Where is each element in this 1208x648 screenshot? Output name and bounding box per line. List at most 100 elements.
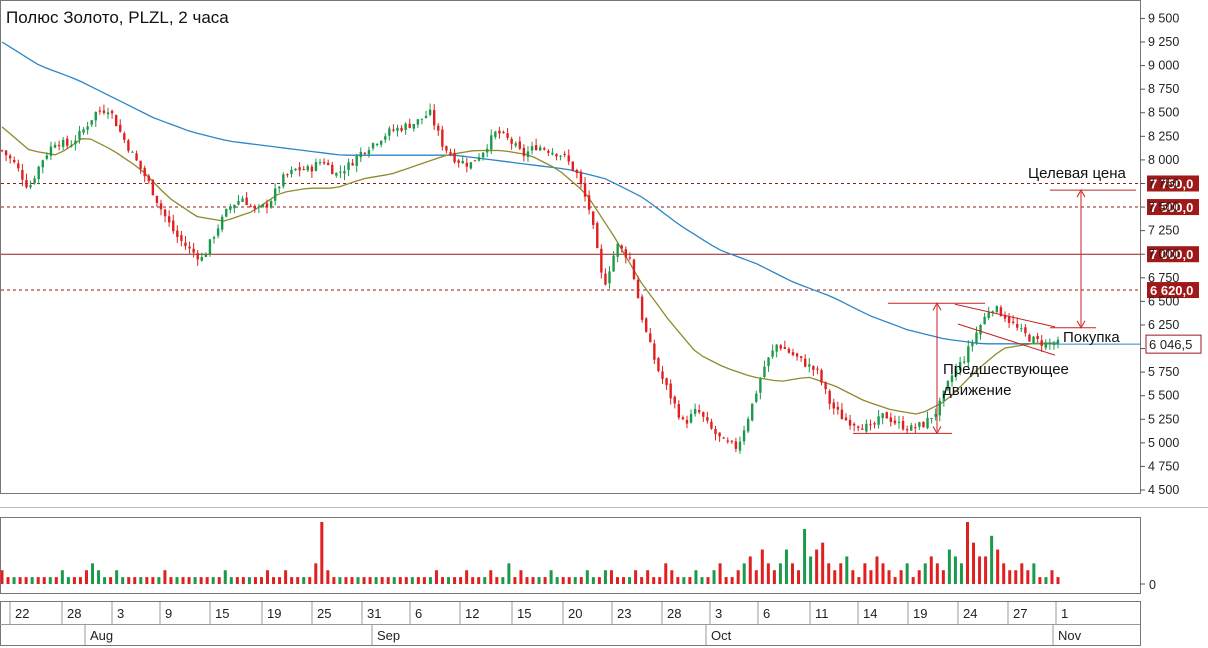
candle-body xyxy=(653,343,656,360)
candle-body xyxy=(53,144,57,148)
volume-bar xyxy=(60,570,64,584)
candle-body xyxy=(559,155,562,157)
volume-bar xyxy=(18,577,22,584)
y-tick-label: 8 250 xyxy=(1148,129,1179,143)
candle-body xyxy=(57,145,61,147)
ma-slow-line xyxy=(1,41,1059,345)
volume-bar xyxy=(712,570,716,584)
volume-bar xyxy=(139,577,143,584)
volume-bar xyxy=(718,563,722,584)
candle-body xyxy=(820,370,823,383)
candle-body xyxy=(1036,336,1039,340)
volume-bar xyxy=(193,577,197,584)
candle-body xyxy=(269,201,273,208)
volume-bar xyxy=(471,577,475,584)
candle-body xyxy=(167,216,171,223)
candle-body xyxy=(918,422,921,427)
candle-body xyxy=(21,170,24,180)
candle-body xyxy=(396,127,399,131)
candle-body xyxy=(13,159,16,163)
volume-bar xyxy=(344,577,348,584)
volume-bar xyxy=(24,577,28,584)
date-axis-panel xyxy=(0,601,1141,646)
volume-bar xyxy=(302,577,306,584)
candle-body xyxy=(110,110,114,114)
volume-bar xyxy=(833,570,837,584)
candle-body xyxy=(17,163,20,169)
volume-bar xyxy=(48,577,52,584)
y-tick-label: 6 500 xyxy=(1148,294,1179,308)
candle-body xyxy=(791,352,795,356)
candle-body xyxy=(114,115,118,127)
candle-body xyxy=(571,161,575,171)
candle-body xyxy=(987,312,990,319)
x-tick-label: 14 xyxy=(863,606,877,621)
candle-body xyxy=(628,257,632,259)
volume-bar xyxy=(507,563,511,584)
candle-body xyxy=(534,145,538,151)
volume-bar xyxy=(441,577,445,584)
prior-move-arrow-up xyxy=(932,302,942,311)
candle-body xyxy=(302,168,305,170)
candle-body xyxy=(119,124,122,132)
volume-bar xyxy=(772,570,776,584)
candle-body xyxy=(86,126,89,130)
candle-body xyxy=(0,150,4,152)
volume-bar xyxy=(36,577,40,584)
candle-body xyxy=(1011,321,1015,323)
volume-bar xyxy=(603,570,607,584)
candle-body xyxy=(636,279,640,299)
channel-upper-line xyxy=(954,303,1056,328)
volume-bar xyxy=(163,570,167,584)
candle-body xyxy=(799,356,803,358)
volume-bar xyxy=(821,542,825,584)
month-label: Nov xyxy=(1058,628,1082,643)
candle-body xyxy=(339,171,342,173)
candle-body xyxy=(294,168,297,171)
candle-body xyxy=(180,235,183,241)
candle-body xyxy=(979,324,982,335)
candle-body xyxy=(485,148,489,153)
volume-bar xyxy=(284,570,288,584)
x-tick-label: 9 xyxy=(165,606,172,621)
candle-body xyxy=(934,413,937,417)
candle-body xyxy=(620,245,623,249)
chart-title: Полюс Золото, PLZL, 2 часа xyxy=(6,8,229,27)
volume-bar xyxy=(72,577,76,584)
candle-body xyxy=(66,138,69,146)
volume-bar xyxy=(410,577,414,584)
candle-body xyxy=(514,143,517,146)
volume-bar xyxy=(984,556,988,584)
candle-body xyxy=(734,441,738,449)
volume-bar xyxy=(453,577,457,584)
volume-bar xyxy=(489,570,493,584)
candle-body xyxy=(926,417,929,429)
candle-body xyxy=(624,249,628,258)
y-tick-label: 9 250 xyxy=(1148,35,1179,49)
candle-body xyxy=(4,150,8,156)
candle-body xyxy=(538,147,542,151)
volume-bar xyxy=(296,577,300,584)
y-tick-label: 5 250 xyxy=(1148,412,1179,426)
volume-bar xyxy=(845,556,849,584)
candle-body xyxy=(1016,323,1019,328)
volume-bar xyxy=(386,577,390,584)
candle-body xyxy=(738,441,742,451)
candle-body xyxy=(371,143,375,149)
candle-body xyxy=(1007,317,1011,323)
candle-body xyxy=(991,311,994,313)
volume-bar xyxy=(115,570,119,584)
candle-body xyxy=(669,383,672,399)
volume-bar xyxy=(1008,570,1012,584)
volume-zero-label: 0 xyxy=(1149,578,1156,592)
candle-body xyxy=(457,160,460,163)
candle-body xyxy=(192,248,195,253)
candle-body xyxy=(828,390,831,404)
volume-bar xyxy=(103,577,107,584)
y-tick-label: 5 750 xyxy=(1148,365,1179,379)
candle-body xyxy=(693,408,697,414)
volume-bar xyxy=(459,577,463,584)
volume-bar xyxy=(1038,577,1042,584)
volume-bar xyxy=(127,577,131,584)
volume-bar xyxy=(1044,577,1048,584)
